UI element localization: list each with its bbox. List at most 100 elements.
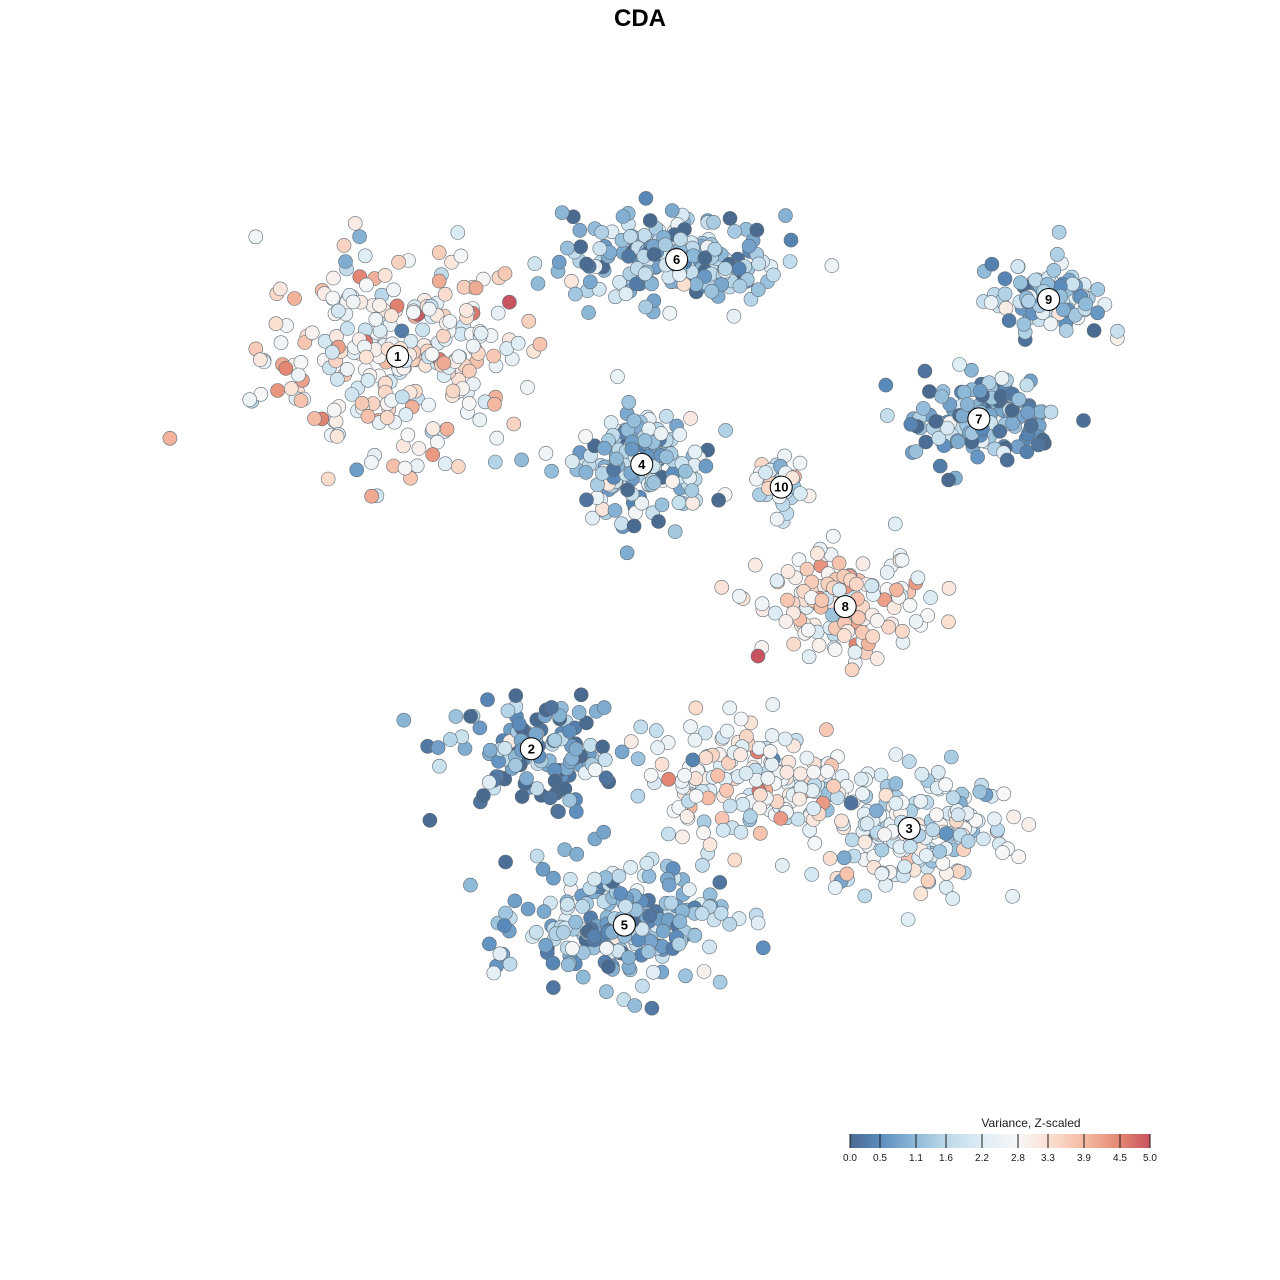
data-point	[675, 829, 690, 845]
data-point	[1090, 305, 1105, 321]
data-point	[599, 984, 614, 1000]
color-legend: Variance, Z-scaled 0.0 0.5 1.1 1.6 2.2 2.8 3.3…	[843, 1116, 1157, 1164]
data-point	[655, 923, 671, 939]
data-point	[733, 711, 749, 727]
data-point	[738, 765, 754, 781]
data-point	[659, 408, 674, 424]
data-point	[857, 888, 873, 904]
data-point	[994, 370, 1010, 386]
data-point	[575, 899, 590, 914]
data-point	[364, 455, 379, 470]
data-point	[930, 764, 946, 780]
data-point	[643, 767, 659, 783]
data-point	[529, 848, 545, 864]
data-point	[707, 241, 723, 257]
data-point	[297, 335, 313, 350]
data-point	[582, 274, 598, 290]
data-point	[722, 211, 738, 226]
data-point	[727, 224, 742, 239]
data-point	[1005, 888, 1020, 904]
data-point	[779, 764, 795, 780]
data-point	[507, 893, 523, 909]
data-point	[792, 486, 808, 501]
data-point	[1031, 437, 1046, 453]
data-point	[391, 254, 406, 270]
data-point	[939, 420, 955, 436]
data-point	[451, 349, 467, 365]
data-point	[579, 256, 594, 272]
data-point	[849, 576, 864, 592]
data-point	[960, 833, 976, 849]
data-point	[941, 614, 956, 630]
data-point	[752, 787, 768, 803]
data-point	[619, 545, 635, 561]
data-point	[603, 415, 619, 430]
data-point	[568, 804, 584, 820]
data-point	[902, 839, 918, 854]
data-point	[773, 811, 789, 826]
legend-tick-label: 3.9	[1077, 1153, 1091, 1164]
data-point	[431, 245, 447, 260]
data-point	[822, 851, 838, 866]
data-point	[646, 475, 662, 491]
data-point	[422, 812, 438, 828]
data-point	[633, 719, 649, 735]
data-point	[696, 964, 712, 979]
data-point	[486, 348, 501, 364]
data-point	[579, 492, 594, 508]
data-point	[514, 452, 529, 468]
data-point	[339, 361, 355, 377]
cluster-label-text: 7	[975, 411, 982, 426]
data-point	[661, 877, 677, 893]
data-point	[560, 957, 576, 973]
data-point	[735, 797, 751, 812]
data-point	[273, 335, 289, 351]
data-point	[997, 286, 1013, 302]
data-point	[950, 807, 966, 823]
data-point	[642, 908, 658, 924]
data-point	[432, 758, 447, 774]
data-point	[596, 700, 612, 715]
data-point	[903, 416, 919, 432]
data-point	[1020, 405, 1035, 420]
cluster-label-badge	[769, 475, 793, 499]
data-point	[521, 313, 537, 329]
data-point	[544, 700, 559, 715]
data-point	[769, 511, 785, 527]
data-point	[1110, 323, 1125, 339]
data-point	[425, 421, 441, 436]
legend-colorbar	[850, 1134, 1150, 1148]
data-point	[502, 294, 517, 310]
data-point	[555, 925, 571, 940]
data-point	[719, 783, 734, 798]
data-point	[1005, 415, 1020, 431]
cluster-label-8: 8	[833, 595, 857, 619]
data-point	[1019, 444, 1035, 460]
data-point	[287, 291, 302, 306]
data-point	[694, 906, 710, 921]
data-point	[712, 974, 728, 990]
data-point	[732, 278, 748, 294]
cluster-label-6: 6	[665, 248, 689, 272]
data-point	[754, 596, 770, 612]
data-point	[597, 752, 613, 768]
data-point	[722, 798, 738, 814]
data-point	[621, 394, 637, 410]
data-point	[307, 411, 322, 426]
data-point	[538, 445, 554, 461]
data-point	[573, 239, 589, 255]
data-point	[340, 321, 355, 336]
data-point	[481, 774, 497, 790]
data-point	[272, 281, 288, 297]
data-point	[715, 822, 731, 838]
data-point	[996, 786, 1012, 802]
data-point	[352, 229, 367, 244]
data-point	[598, 770, 614, 786]
data-point	[338, 254, 353, 269]
data-point	[731, 261, 747, 277]
data-point	[490, 305, 506, 321]
cluster-label-badge	[612, 913, 636, 937]
data-point	[819, 722, 834, 738]
data-point	[855, 556, 871, 572]
cluster-label-badge	[897, 816, 921, 840]
